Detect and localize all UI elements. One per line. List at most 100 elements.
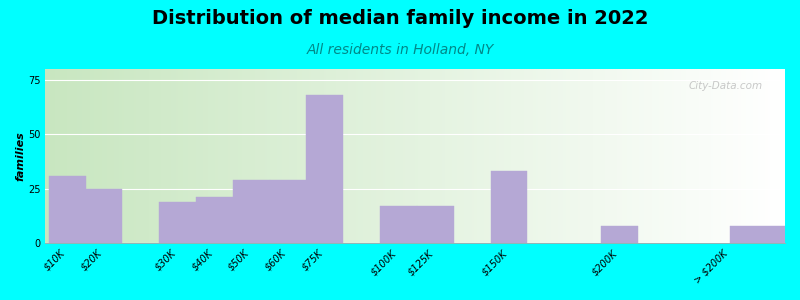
Bar xyxy=(470,69,472,243)
Bar xyxy=(317,69,319,243)
Bar xyxy=(230,69,233,243)
Bar xyxy=(627,69,630,243)
Bar xyxy=(748,69,750,243)
Bar xyxy=(402,69,406,243)
Bar xyxy=(750,69,753,243)
Text: All residents in Holland, NY: All residents in Holland, NY xyxy=(306,44,494,58)
Bar xyxy=(158,69,161,243)
Bar xyxy=(349,69,351,243)
Bar xyxy=(558,69,561,243)
Bar xyxy=(222,69,225,243)
Bar xyxy=(647,69,650,243)
Bar xyxy=(734,69,736,243)
Y-axis label: families: families xyxy=(15,131,25,181)
Bar xyxy=(704,69,706,243)
Bar xyxy=(586,69,588,243)
Bar xyxy=(60,69,62,243)
Bar xyxy=(124,69,126,243)
Bar xyxy=(112,69,114,243)
Bar xyxy=(753,69,755,243)
Bar xyxy=(254,69,258,243)
Bar xyxy=(526,69,529,243)
Bar xyxy=(390,69,393,243)
Bar xyxy=(523,69,526,243)
Bar xyxy=(178,69,181,243)
Bar xyxy=(595,69,598,243)
Bar xyxy=(447,69,450,243)
Bar xyxy=(166,69,169,243)
Bar xyxy=(490,171,527,243)
Bar xyxy=(163,69,166,243)
Bar xyxy=(534,69,536,243)
Bar xyxy=(343,69,346,243)
Bar xyxy=(686,69,689,243)
Bar xyxy=(445,69,447,243)
Bar xyxy=(171,69,174,243)
Bar xyxy=(131,69,134,243)
Bar xyxy=(477,69,479,243)
Bar xyxy=(721,69,723,243)
Bar xyxy=(174,69,176,243)
Bar xyxy=(277,69,279,243)
Bar xyxy=(738,69,741,243)
Bar xyxy=(438,69,440,243)
Bar xyxy=(511,69,514,243)
Bar xyxy=(600,69,602,243)
Text: City-Data.com: City-Data.com xyxy=(689,81,763,91)
Bar xyxy=(723,69,726,243)
Bar xyxy=(425,69,427,243)
Bar xyxy=(306,95,343,243)
Bar xyxy=(393,69,395,243)
Bar xyxy=(760,69,763,243)
Bar xyxy=(235,69,238,243)
Bar xyxy=(233,69,235,243)
Bar xyxy=(159,202,196,243)
Bar xyxy=(662,69,664,243)
Bar xyxy=(331,69,334,243)
Bar xyxy=(642,69,645,243)
Bar xyxy=(482,69,484,243)
Bar xyxy=(491,69,494,243)
Bar xyxy=(758,69,760,243)
Bar xyxy=(518,69,521,243)
Bar xyxy=(267,69,270,243)
Bar xyxy=(422,69,425,243)
Bar xyxy=(262,69,265,243)
Bar xyxy=(386,69,388,243)
Bar xyxy=(566,69,568,243)
Bar xyxy=(741,69,743,243)
Bar xyxy=(580,69,582,243)
Bar xyxy=(361,69,363,243)
Bar xyxy=(82,69,85,243)
Bar xyxy=(706,69,709,243)
Bar xyxy=(272,69,274,243)
Bar xyxy=(210,69,213,243)
Bar xyxy=(400,69,402,243)
Bar xyxy=(294,69,297,243)
Bar xyxy=(97,69,99,243)
Bar xyxy=(504,69,506,243)
Bar xyxy=(247,69,250,243)
Bar xyxy=(573,69,575,243)
Bar xyxy=(92,69,94,243)
Bar xyxy=(716,69,718,243)
Bar xyxy=(380,206,417,243)
Bar xyxy=(284,69,287,243)
Bar xyxy=(218,69,220,243)
Bar xyxy=(77,69,80,243)
Bar xyxy=(53,69,55,243)
Bar xyxy=(593,69,595,243)
Bar xyxy=(682,69,684,243)
Bar xyxy=(114,69,117,243)
Bar xyxy=(726,69,728,243)
Bar xyxy=(440,69,442,243)
Bar xyxy=(106,69,110,243)
Bar xyxy=(598,69,600,243)
Bar xyxy=(499,69,502,243)
Bar xyxy=(689,69,691,243)
Bar xyxy=(763,69,766,243)
Bar xyxy=(373,69,376,243)
Bar xyxy=(639,69,642,243)
Bar xyxy=(768,69,770,243)
Bar xyxy=(452,69,454,243)
